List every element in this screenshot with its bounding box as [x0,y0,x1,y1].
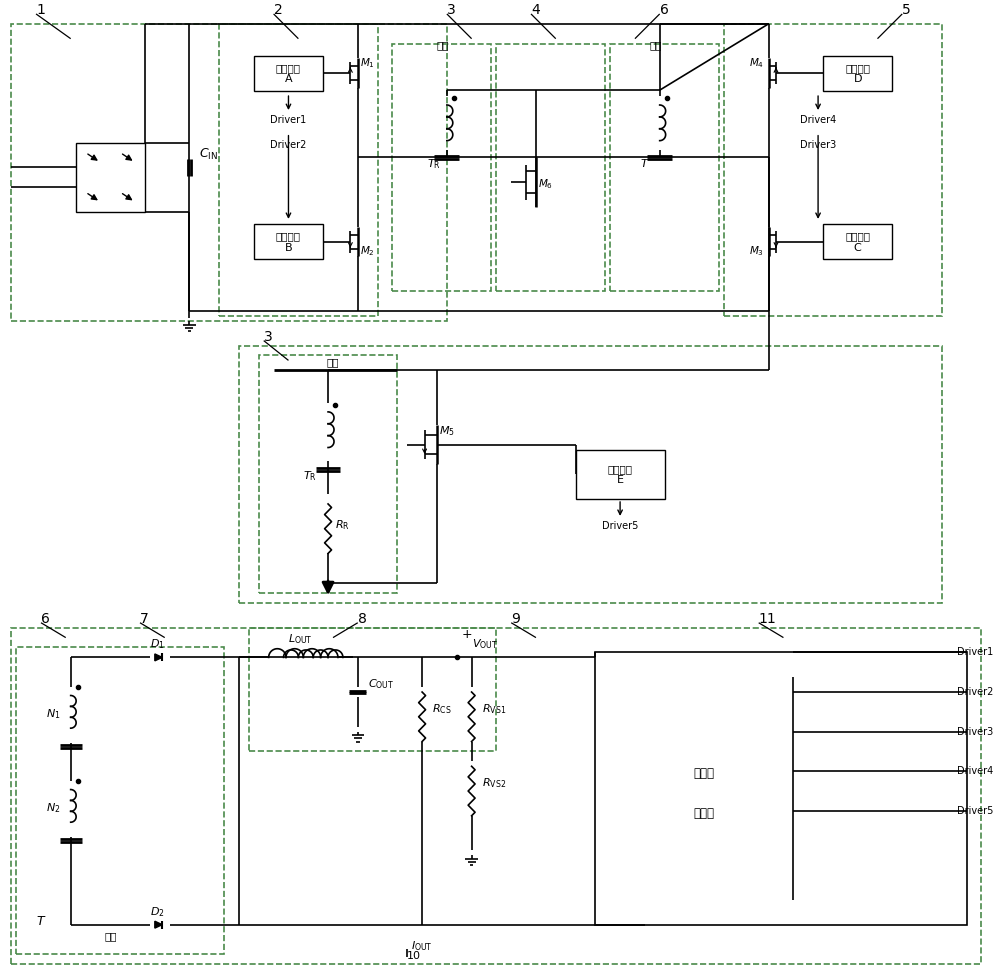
Text: Driver1: Driver1 [957,647,993,658]
Text: $R_{\rm VS1}$: $R_{\rm VS1}$ [482,702,506,715]
Text: Driver5: Driver5 [957,806,993,816]
Text: $R_{\rm VS2}$: $R_{\rm VS2}$ [482,776,506,790]
Text: Driver3: Driver3 [957,726,993,737]
Polygon shape [155,654,162,661]
Text: $M_1$: $M_1$ [360,56,375,69]
Text: $T_{\rm R}$: $T_{\rm R}$ [427,157,441,171]
Text: Driver4: Driver4 [800,115,836,125]
Bar [239,346,942,603]
Text: 制电路: 制电路 [694,807,715,820]
Bar [392,44,491,291]
Polygon shape [155,921,162,928]
Text: $M_5$: $M_5$ [439,425,455,438]
Text: B: B [285,243,292,253]
Text: 次级: 次级 [327,357,339,367]
Text: $D_2$: $D_2$ [150,905,165,918]
Text: Driver2: Driver2 [270,140,307,149]
Bar [249,628,496,752]
Text: 次级: 次级 [104,931,117,942]
Bar [76,142,145,212]
Text: $N_1$: $N_1$ [46,707,60,720]
Text: $T$: $T$ [640,157,649,170]
Text: 11: 11 [759,612,776,626]
Text: A: A [285,74,292,84]
Text: $M_2$: $M_2$ [360,244,375,258]
Text: $M_4$: $M_4$ [749,56,764,69]
Text: 初级: 初级 [650,41,662,51]
Text: 4: 4 [531,3,540,17]
Text: 隔离驱动: 隔离驱动 [276,231,301,242]
Text: $L_{\rm OUT}$: $L_{\rm OUT}$ [288,632,313,646]
Text: 7: 7 [140,612,149,626]
Text: 隔离驱动: 隔离驱动 [845,231,870,242]
Bar [595,652,967,924]
Text: Driver4: Driver4 [957,766,993,776]
Text: 1: 1 [36,3,45,17]
Text: 隔离驱动: 隔离驱动 [276,63,301,73]
Text: $R_{\rm CS}$: $R_{\rm CS}$ [432,702,452,715]
Bar [724,23,942,316]
Text: D: D [853,74,862,84]
Text: 10: 10 [407,952,421,961]
Text: 9: 9 [511,612,520,626]
Text: Driver3: Driver3 [800,140,836,149]
Text: 相移控: 相移控 [694,767,715,780]
Bar [219,23,378,316]
Text: $T$: $T$ [36,915,46,927]
Text: 3: 3 [264,330,272,344]
Text: $M_3$: $M_3$ [749,244,764,258]
Text: 8: 8 [358,612,367,626]
Bar [11,23,447,321]
Text: $T_{\rm R}$: $T_{\rm R}$ [303,469,317,483]
Text: $R_{\rm R}$: $R_{\rm R}$ [335,518,350,533]
Text: +: + [462,628,472,640]
Text: $C_{\rm IN}$: $C_{\rm IN}$ [199,146,218,162]
Text: 6: 6 [41,612,50,626]
Bar [16,647,224,955]
Text: 2: 2 [274,3,282,17]
Text: $I_{\rm OUT}$: $I_{\rm OUT}$ [411,940,433,954]
Text: 3: 3 [447,3,456,17]
Text: Driver2: Driver2 [957,687,993,697]
Text: 初级: 初级 [437,41,449,51]
Bar [496,44,605,291]
Text: $C_{\rm OUT}$: $C_{\rm OUT}$ [368,677,394,691]
Text: C: C [854,243,862,253]
Bar [11,628,981,964]
Bar [610,44,719,291]
Bar [823,56,892,91]
Bar [576,450,665,499]
Text: Driver1: Driver1 [270,115,307,125]
Text: E: E [617,475,624,485]
Text: 隔离驱动: 隔离驱动 [608,465,633,474]
Text: $N_2$: $N_2$ [46,801,60,815]
Bar [254,224,323,259]
Text: $V_{\rm OUT}$: $V_{\rm OUT}$ [472,637,498,651]
Text: 隔离驱动: 隔离驱动 [845,63,870,73]
Text: $D_1$: $D_1$ [150,637,165,651]
Bar [254,56,323,91]
Bar [823,224,892,259]
Bar [259,355,397,593]
Text: Driver5: Driver5 [602,520,638,531]
Text: 5: 5 [902,3,911,17]
Text: $M_6$: $M_6$ [538,178,554,191]
Text: 6: 6 [660,3,669,17]
